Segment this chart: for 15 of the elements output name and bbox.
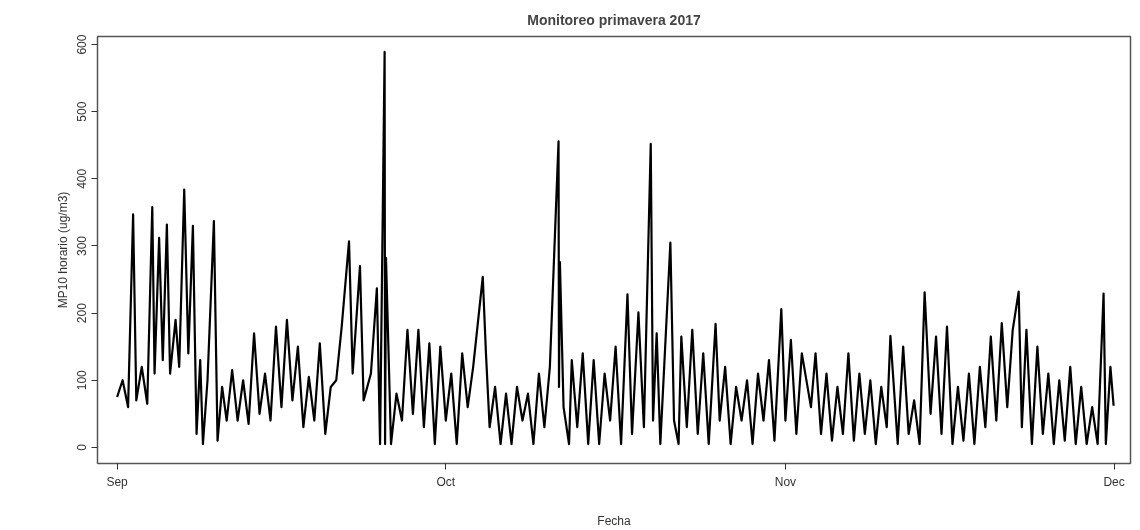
y-tick-label: 300 [75,235,90,256]
line-series [116,50,1115,446]
x-axis-title: Fecha [597,513,631,528]
y-tick-label: 0 [75,443,90,451]
y-axis-title: MP10 horario (ug/m3) [55,191,70,309]
x-tick-label: Oct [436,474,456,489]
y-tick-label: 100 [75,369,90,391]
y-tick-label: 200 [75,302,90,324]
x-tick-label: Nov [774,474,797,489]
chart-title: Monitoreo primavera 2017 [527,11,701,28]
y-tick-label: 400 [75,168,90,189]
y-tick-label: 500 [75,101,90,122]
x-tick-label: Sep [106,474,129,489]
x-tick-label: Dec [1103,474,1125,489]
y-tick-label: 600 [75,34,90,55]
